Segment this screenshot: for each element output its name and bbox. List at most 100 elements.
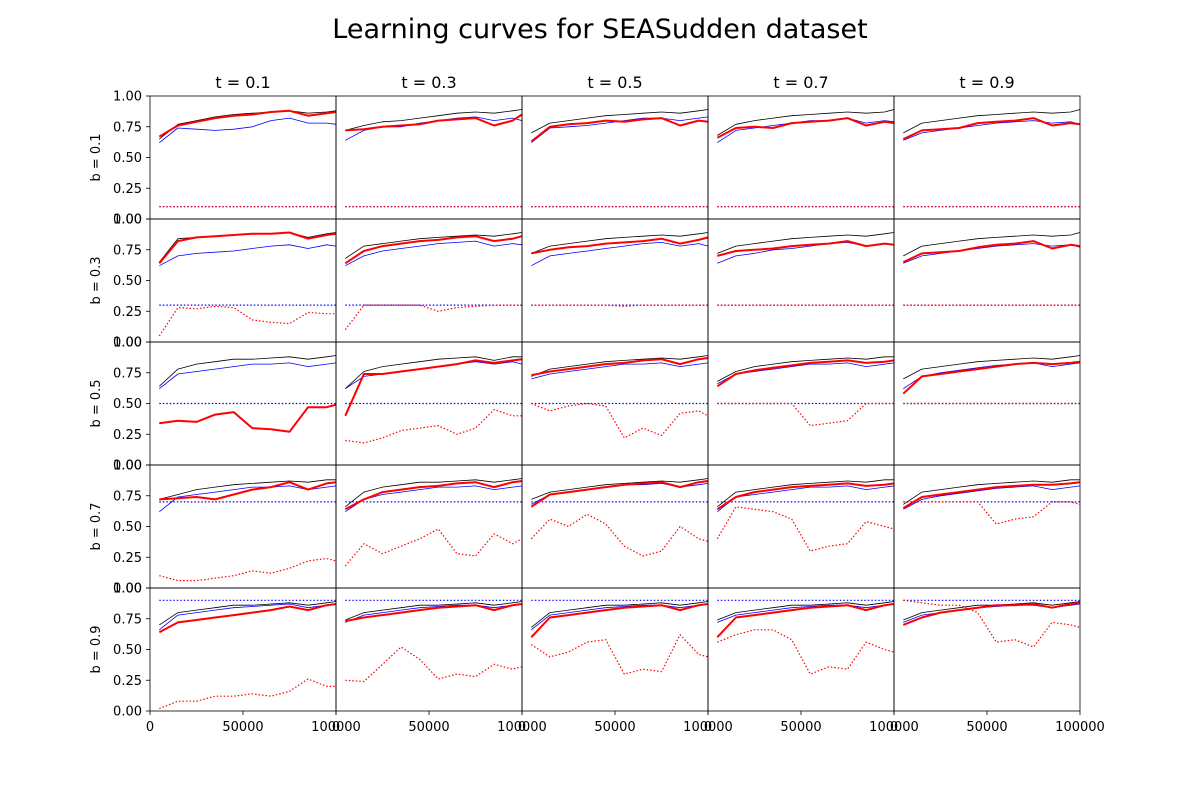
series-red [159,481,337,501]
series-blue [159,603,337,631]
series-blue [345,361,523,390]
panel-frame [707,218,895,343]
panel-b0.9-t0.7 [707,587,895,712]
row-label-1: b = 0.3 [89,256,104,304]
series-black [531,478,709,500]
y-tick-label: 0.25 [113,674,142,689]
series-red [158,603,337,634]
panel-grid [149,95,1081,712]
series-red [716,482,895,511]
series-red [158,231,337,264]
y-tick-label: 0.00 [113,336,142,351]
y-tick-label: 0.00 [113,213,142,228]
x-tick-label: 50000 [222,720,263,735]
series-red [716,603,895,638]
panel-b0.9-t0.3 [335,587,523,712]
series-red-dotted [903,501,1081,525]
panel-b0.9-t0.5 [521,587,709,712]
series-black [159,479,336,500]
panel-b0.7-t0.7 [707,464,895,589]
y-tick-label: 0.50 [113,643,142,658]
series-red [902,360,1081,395]
panel-frame [893,218,1081,343]
x-tick-label: 0 [146,720,154,735]
series-red [717,240,895,257]
series-red-dotted [717,629,895,675]
series-blue [531,603,709,631]
series-black [158,232,337,263]
series-black [345,232,523,259]
series-blue [717,603,895,623]
panel-b0.1-t0.1 [149,95,337,220]
series-black [903,355,1081,380]
series-red-dotted [158,305,336,337]
panel-b0.5-t0.3 [335,341,523,466]
series-black [903,109,1081,134]
panel-b0.9-t0.9 [893,587,1081,712]
series-red [530,480,709,508]
panel-b0.3-t0.9 [893,218,1081,343]
series-red [158,109,337,138]
x-tick-label: 50000 [966,720,1007,735]
row-label-3: b = 0.7 [89,502,104,550]
y-tick-label: 0.00 [113,705,142,720]
series-red [902,117,1081,141]
series-red-dotted [344,304,522,331]
panel-frame [707,95,895,220]
panel-frame [335,587,523,712]
panel-b0.3-t0.1 [149,218,337,343]
series-blue [717,485,895,513]
series-blue [159,362,337,390]
series-black [717,232,895,254]
y-tick-label: 0.25 [113,428,142,443]
column-labels: t = 0.1 t = 0.3 t = 0.5 t = 0.7 t = 0.9 [215,73,1014,92]
series-red-dotted [716,506,895,552]
series-blue [159,485,337,513]
series-black [903,232,1081,257]
series-red-dotted [344,528,523,567]
panel-frame [707,587,895,712]
series-red [716,359,895,388]
series-red-dotted [530,634,709,675]
y-tick-label: 0.50 [113,520,142,535]
panel-b0.7-t0.9 [893,464,1081,589]
series-red-dotted [159,404,337,433]
x-tick-label: 0 [332,720,340,735]
panel-b0.3-t0.5 [521,218,709,343]
y-tick-label: 0.00 [113,582,142,597]
panel-frame [335,95,523,220]
series-blue [531,362,709,380]
panel-b0.5-t0.7 [707,341,895,466]
y-tick-label: 1.00 [113,213,142,228]
panel-b0.3-t0.7 [707,218,895,343]
x-tick-label: 50000 [780,720,821,735]
series-red [531,357,709,377]
y-tick-label: 0.75 [113,366,142,381]
series-red-dotted [717,402,894,427]
series-black [717,601,895,621]
series-red-dotted [345,409,522,444]
series-red [344,235,523,265]
series-red-dotted [159,678,336,710]
series-black [159,601,337,626]
series-black [345,478,523,508]
panel-frame [335,218,523,343]
series-red-dotted [531,304,708,307]
series-red [344,480,523,511]
series-black [717,479,894,508]
column-label-3: t = 0.7 [773,73,828,92]
series-red [345,603,523,623]
series-black [531,232,709,254]
panel-b0.1-t0.9 [893,95,1081,220]
column-label-4: t = 0.9 [959,73,1014,92]
series-black [717,356,894,382]
panel-b0.7-t0.1 [149,464,337,589]
series-blue [345,240,523,267]
y-tick-label: 0.75 [113,489,142,504]
y-tick-label: 0.50 [113,397,142,412]
row-label-2: b = 0.5 [89,379,104,427]
y-tick-label: 0.75 [113,612,142,627]
panel-frame [707,464,895,589]
y-tick-label: 0.75 [113,243,142,258]
